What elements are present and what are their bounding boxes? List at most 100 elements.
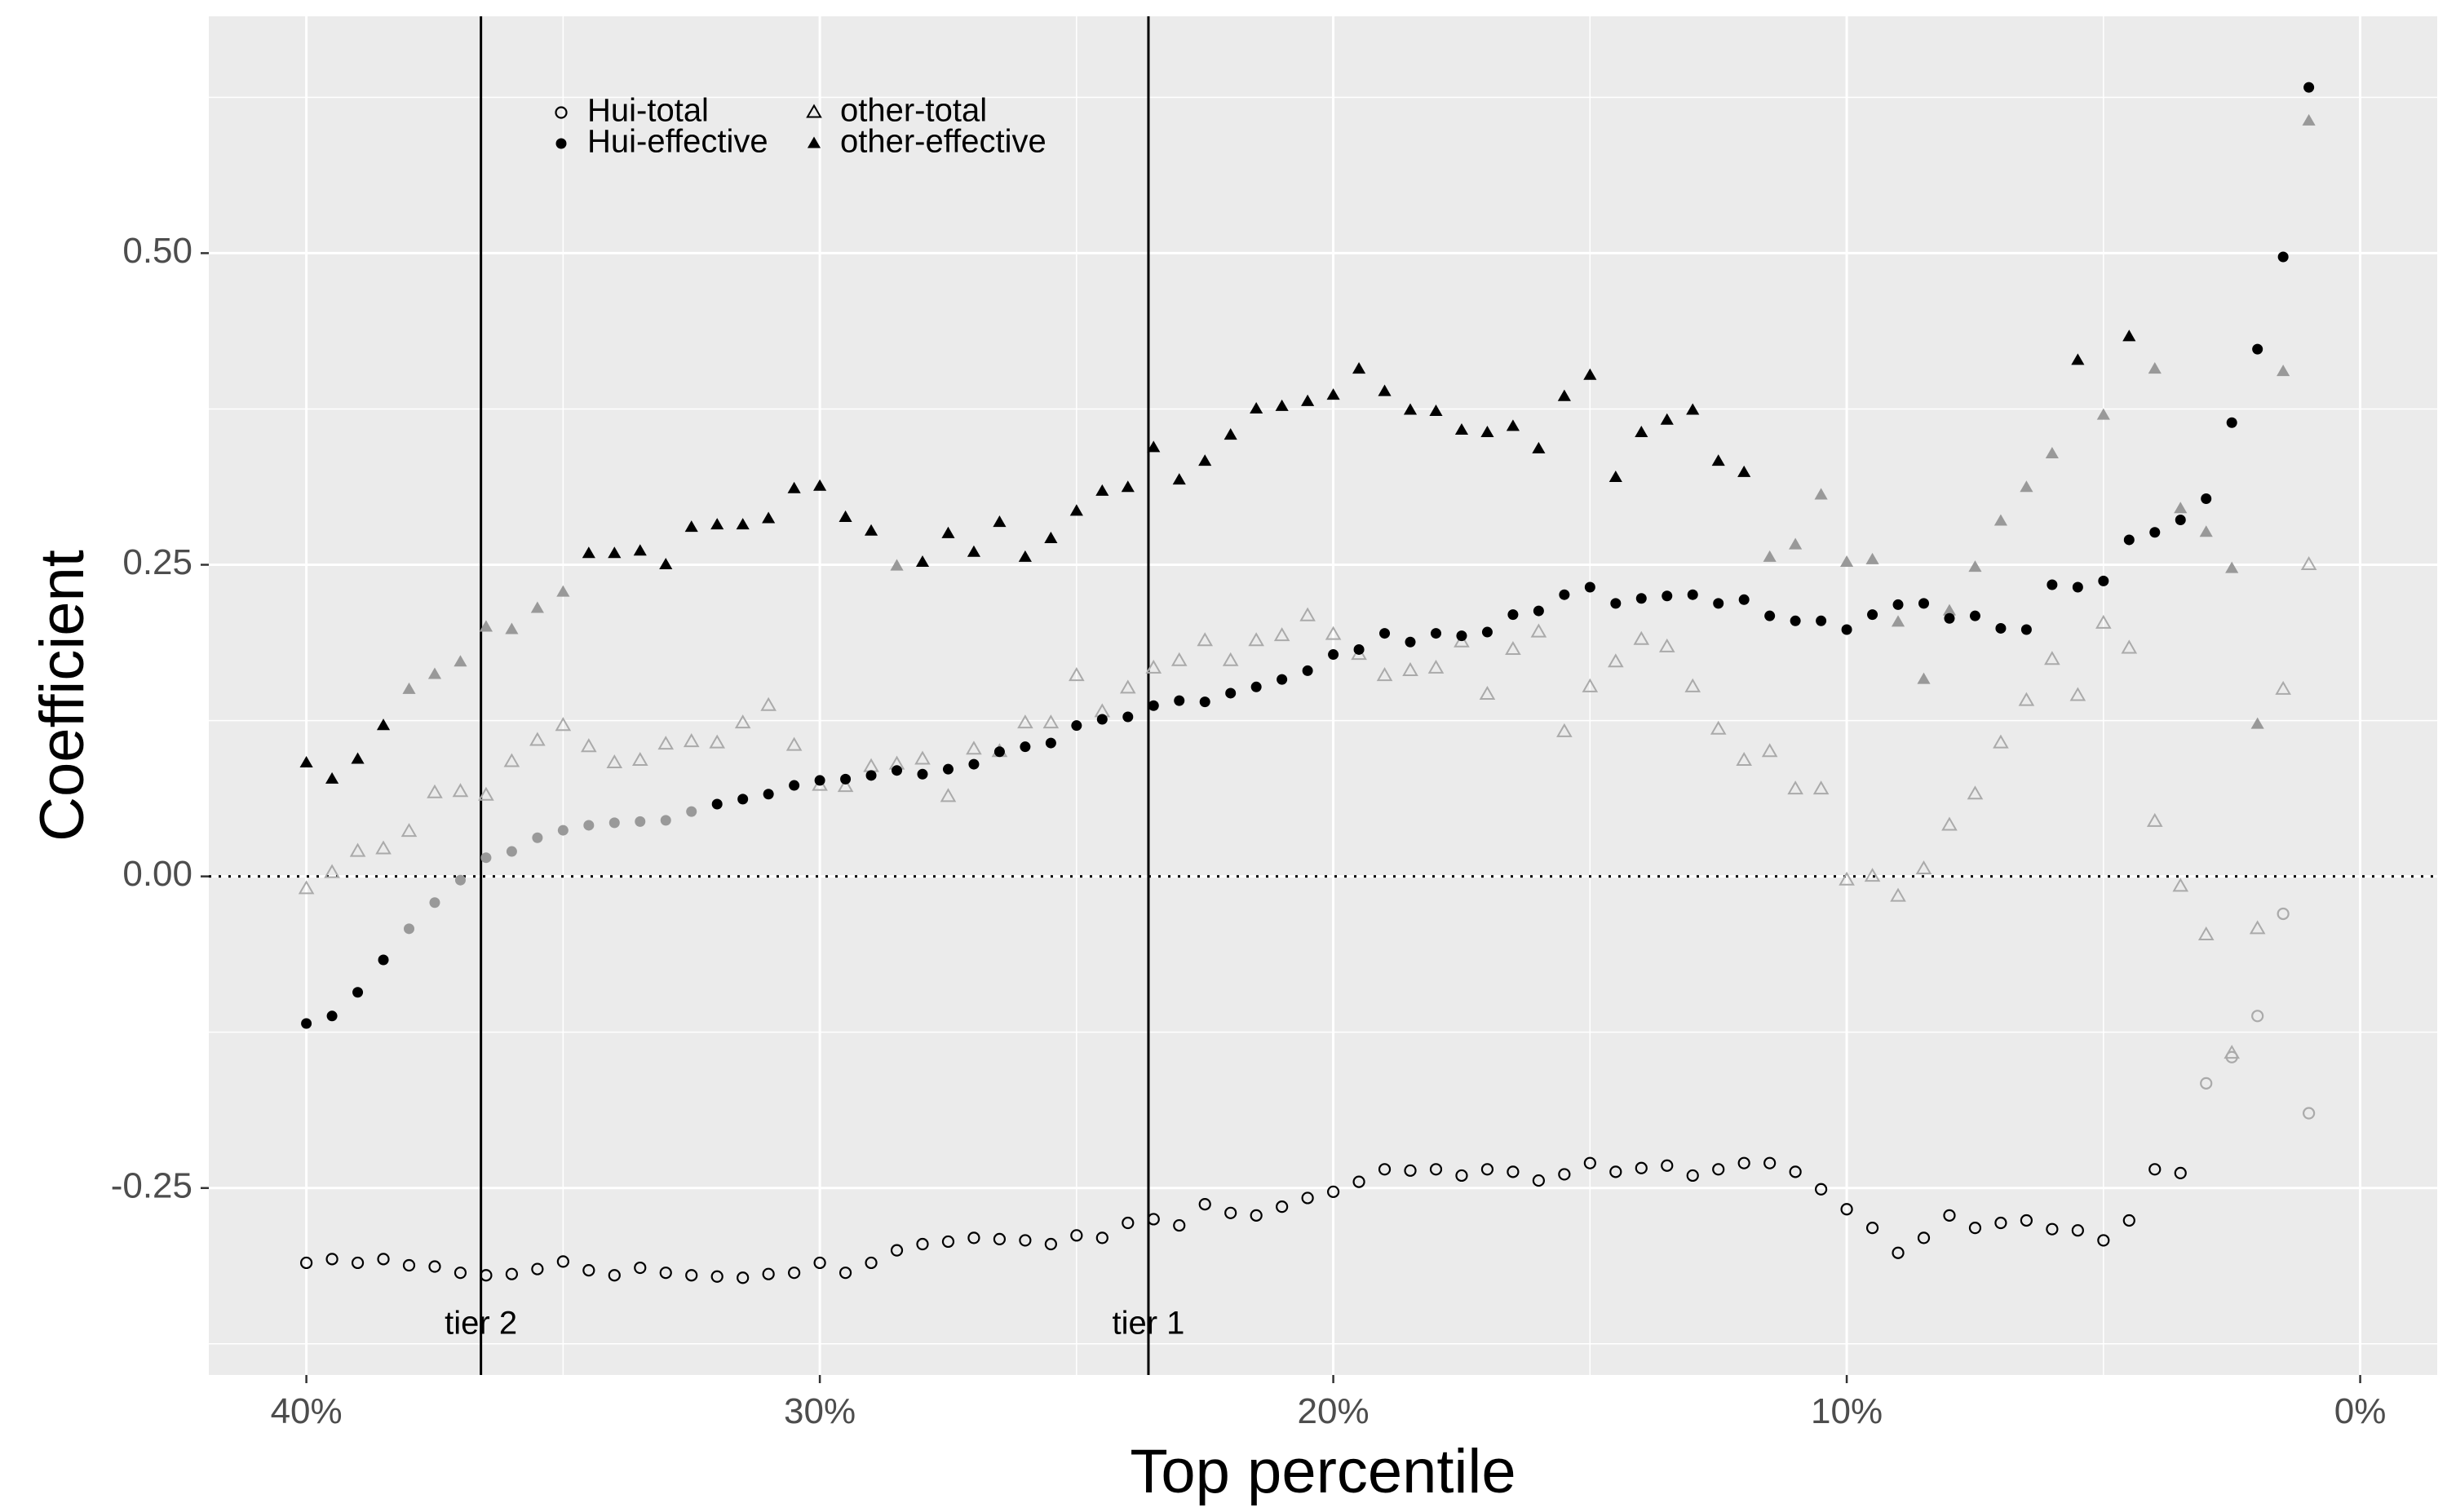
data-point xyxy=(2174,502,2188,514)
data-point xyxy=(404,923,415,935)
data-point xyxy=(1454,422,1469,435)
data-point xyxy=(1376,667,1393,682)
data-point xyxy=(608,1269,621,1282)
data-point xyxy=(608,817,620,829)
y-axis-title: Coefficient xyxy=(28,550,97,842)
data-point xyxy=(941,526,955,538)
data-point xyxy=(1993,734,2009,749)
legend-key xyxy=(555,138,567,149)
data-point xyxy=(633,544,647,556)
data-point xyxy=(1277,674,1288,685)
data-point xyxy=(1174,695,1185,706)
data-point xyxy=(2122,1214,2135,1227)
data-point xyxy=(1789,1165,1802,1178)
y-tick-label: 0.00 xyxy=(122,854,192,894)
data-point xyxy=(377,1253,390,1266)
data-point xyxy=(1610,598,1622,609)
data-point xyxy=(914,750,931,765)
data-point xyxy=(941,1235,955,1249)
data-point xyxy=(967,545,981,557)
data-point xyxy=(839,510,852,522)
data-point xyxy=(2018,692,2035,706)
data-point xyxy=(865,1256,878,1270)
data-point xyxy=(993,1232,1007,1246)
data-point xyxy=(1301,1191,1314,1205)
data-point xyxy=(1942,603,1957,616)
data-point xyxy=(2172,878,2189,892)
x-tick-label: 30% xyxy=(784,1391,856,1431)
data-point xyxy=(760,696,777,711)
data-point xyxy=(2175,514,2186,525)
data-point xyxy=(840,773,852,785)
data-point xyxy=(556,585,570,597)
data-point xyxy=(1993,514,2008,526)
data-point xyxy=(1506,419,1520,431)
data-points xyxy=(298,82,2317,1284)
data-point xyxy=(349,842,366,857)
data-point xyxy=(657,736,675,750)
data-point xyxy=(917,768,928,780)
data-point xyxy=(2020,480,2033,493)
legend-key xyxy=(806,104,822,118)
data-point xyxy=(1814,488,1828,500)
data-point xyxy=(785,736,803,751)
data-point xyxy=(1710,720,1727,735)
data-point xyxy=(1556,723,1573,737)
data-point xyxy=(683,733,700,748)
data-point xyxy=(557,825,569,836)
data-point xyxy=(2122,329,2136,342)
data-point xyxy=(1738,594,1750,605)
legend-entry: Hui-effective xyxy=(587,124,768,160)
legend-key xyxy=(555,106,568,119)
data-point xyxy=(2121,639,2138,654)
data-point xyxy=(454,1267,467,1280)
data-point xyxy=(787,481,801,493)
data-point xyxy=(1816,615,1827,626)
data-point xyxy=(300,1256,313,1270)
data-point xyxy=(606,754,623,769)
data-point xyxy=(1224,1206,1237,1219)
data-point xyxy=(736,518,750,530)
data-point xyxy=(479,620,493,632)
data-point xyxy=(531,1262,544,1275)
data-point xyxy=(1890,887,1906,902)
data-point xyxy=(631,751,648,767)
data-point xyxy=(608,546,622,559)
data-point xyxy=(2249,920,2266,935)
minor-gridlines xyxy=(209,16,2437,1375)
data-point xyxy=(2046,1222,2059,1236)
data-point xyxy=(1302,665,1313,676)
data-point xyxy=(1944,612,1955,624)
tier-label: tier 2 xyxy=(445,1305,517,1341)
data-point xyxy=(1353,643,1365,655)
data-point xyxy=(2201,493,2212,505)
data-point xyxy=(1276,1200,1289,1214)
data-point xyxy=(1660,413,1674,425)
data-point xyxy=(1941,816,1958,831)
data-point xyxy=(1684,678,1701,692)
data-point xyxy=(1071,720,1082,732)
data-point xyxy=(1070,1229,1083,1242)
data-point xyxy=(1019,1234,1032,1247)
data-point xyxy=(1891,615,1905,627)
data-point xyxy=(2020,624,2032,635)
data-point xyxy=(1995,622,2007,634)
data-point xyxy=(1583,368,1597,380)
data-point xyxy=(1687,589,1698,600)
data-point xyxy=(1352,1175,1365,1188)
data-point xyxy=(452,783,469,798)
data-point xyxy=(1609,1165,1622,1178)
data-point xyxy=(2044,651,2060,665)
data-point xyxy=(993,515,1007,528)
data-point xyxy=(1608,653,1624,668)
data-point xyxy=(454,655,467,667)
data-point xyxy=(710,1270,723,1283)
data-point xyxy=(1790,615,1801,626)
data-point xyxy=(1119,679,1136,694)
data-point xyxy=(1404,1164,1417,1177)
data-point xyxy=(2123,534,2135,546)
data-point xyxy=(1505,640,1521,655)
data-point xyxy=(1145,659,1162,674)
data-point xyxy=(2302,113,2316,126)
